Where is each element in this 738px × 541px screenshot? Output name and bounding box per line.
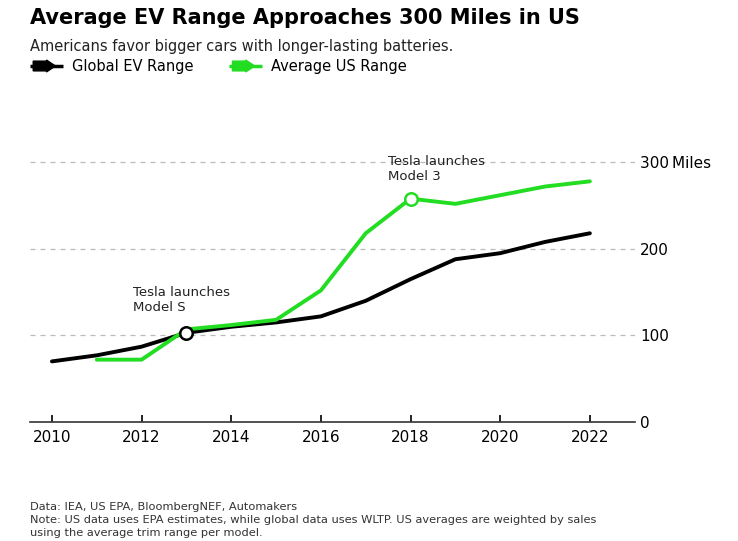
Text: Data: IEA, US EPA, BloombergNEF, Automakers
Note: US data uses EPA estimates, wh: Data: IEA, US EPA, BloombergNEF, Automak… [30,502,596,538]
Text: Americans favor bigger cars with longer-lasting batteries.: Americans favor bigger cars with longer-… [30,39,453,54]
Text: Tesla launches
Model 3: Tesla launches Model 3 [388,155,485,183]
Text: Average US Range: Average US Range [271,58,407,74]
Text: Average EV Range Approaches 300 Miles in US: Average EV Range Approaches 300 Miles in… [30,8,579,28]
Text: Global EV Range: Global EV Range [72,58,193,74]
Text: Tesla launches
Model S: Tesla launches Model S [133,286,230,314]
